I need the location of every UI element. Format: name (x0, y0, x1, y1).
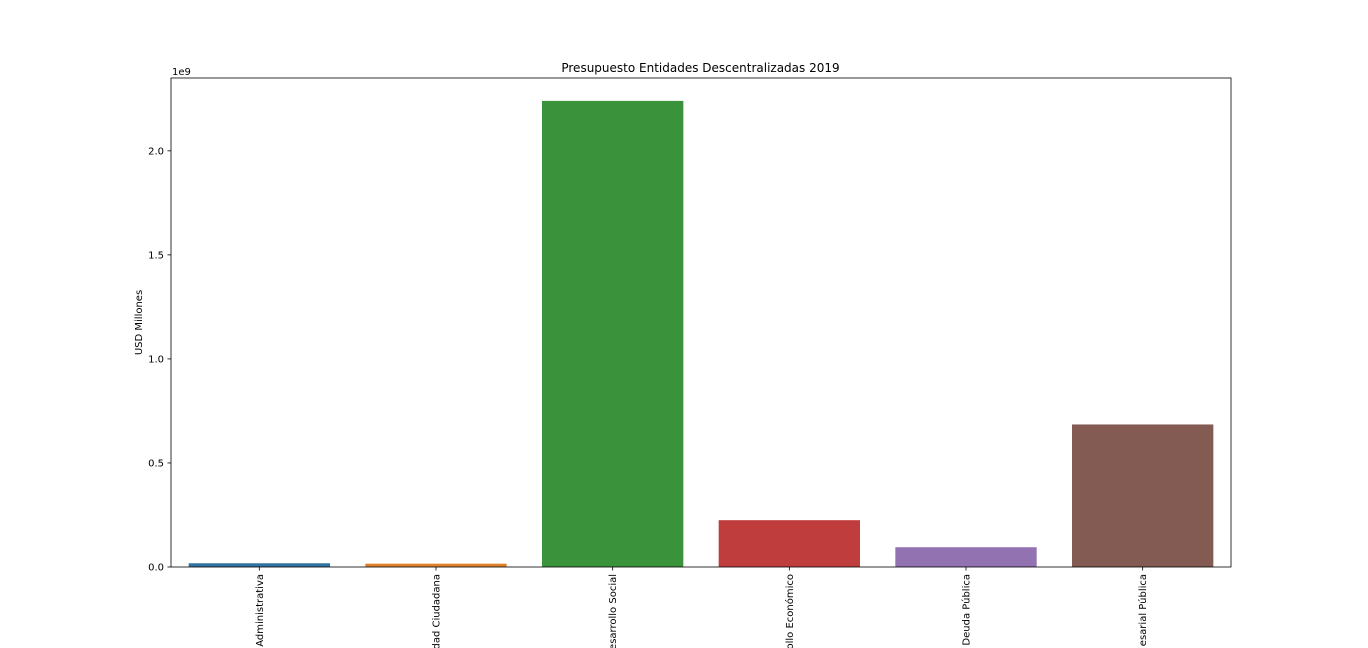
plot-frame (170, 77, 1232, 568)
y-tick-label: 1.0 (148, 354, 164, 365)
x-tick-label: esarrollo Social (608, 574, 619, 648)
y-axis-ticks: 0.0 0.5 1.0 1.5 2.0 (148, 146, 171, 574)
y-axis-label: USD Millones (134, 290, 145, 355)
bar-2 (542, 100, 684, 568)
bars-group (188, 100, 1214, 568)
chart-title: Presupuesto Entidades Descentralizadas 2… (561, 61, 839, 75)
bar-3 (718, 520, 860, 567)
y-tick-label: 2.0 (148, 146, 164, 157)
x-axis-ticks: Administrativa dad Ciudadana esarrollo Soc… (255, 567, 1149, 648)
x-tick-label: Deuda Pública (961, 574, 973, 646)
y-axis-offset-label: 1e9 (172, 67, 191, 78)
bar-4 (895, 547, 1037, 567)
x-tick-label: esarial Pública (1137, 574, 1149, 646)
x-tick-label: ollo Económico (784, 574, 796, 648)
bar-0 (188, 563, 330, 567)
bar-1 (365, 563, 507, 567)
y-tick-label: 0.0 (148, 563, 164, 574)
x-tick-label: Administrativa (255, 574, 266, 647)
y-tick-label: 0.5 (148, 458, 164, 469)
x-tick-label: dad Ciudadana (432, 574, 443, 648)
bar-5 (1072, 424, 1214, 567)
y-tick-label: 1.5 (148, 250, 164, 261)
